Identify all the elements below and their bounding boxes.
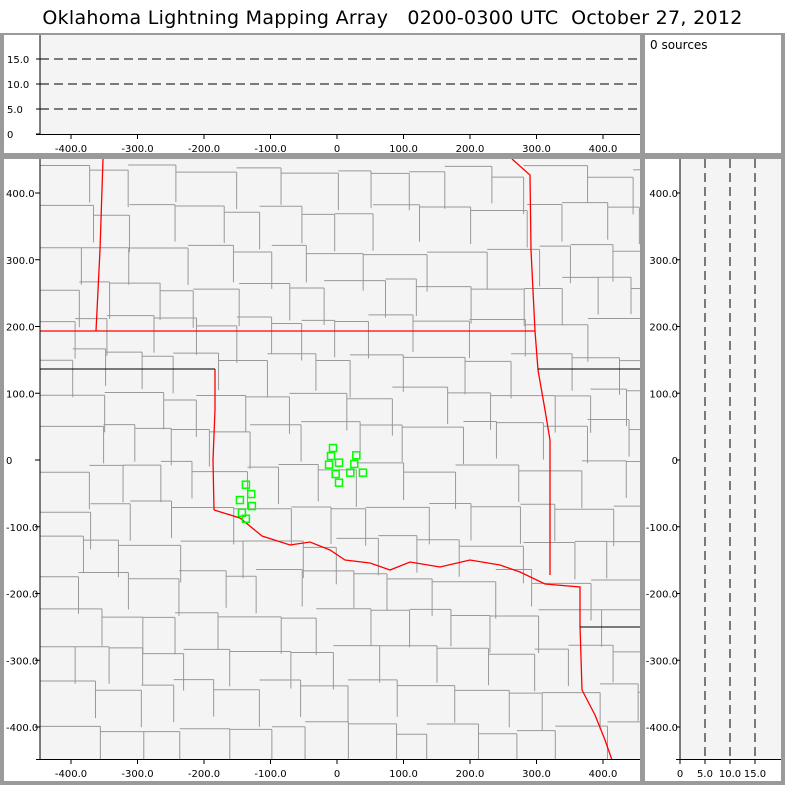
chart-title: Oklahoma Lightning Mapping Array 0200-03… xyxy=(0,0,785,33)
x-tick-label: 5.0 xyxy=(697,769,713,780)
data-point xyxy=(246,489,256,499)
x-tick-label: 0 xyxy=(334,144,340,153)
data-point xyxy=(346,468,355,477)
x-tick-label: -200.0 xyxy=(188,144,220,153)
y-tick-label: 300.0 xyxy=(6,256,35,267)
x-tick-label: -400.0 xyxy=(55,144,87,153)
x-tick-label: 200.0 xyxy=(456,144,485,153)
state-border xyxy=(212,369,216,511)
x-tick-label: -100.0 xyxy=(254,144,286,153)
y-tick-label: 0 xyxy=(7,130,13,141)
data-point xyxy=(331,469,340,479)
data-point xyxy=(326,451,336,461)
x-tick-label: 0 xyxy=(677,769,683,780)
y-tick-label: -300.0 xyxy=(6,656,38,667)
y-tick-label: 100.0 xyxy=(6,389,35,400)
y-tick-label: -100.0 xyxy=(6,523,38,534)
x-tick-label: -300.0 xyxy=(121,769,153,780)
y-tick-label: 0 xyxy=(672,456,678,467)
data-point xyxy=(241,514,251,523)
x-tick-label: 100.0 xyxy=(389,769,418,780)
y-tick-label: 0 xyxy=(6,456,12,467)
x-tick-label: 100.0 xyxy=(389,144,418,153)
plan-view-panel: 400.0 300.0 200.0 100.0 0 -100.0 -200.0 -300.0 -… xyxy=(4,158,640,781)
x-tick-label: -400.0 xyxy=(55,769,87,780)
x-tick-label: -200.0 xyxy=(188,769,220,780)
x-tick-label: 400.0 xyxy=(589,144,618,153)
data-point xyxy=(352,451,361,460)
source-count: 0 sources xyxy=(650,38,708,52)
y-tick-label: -400.0 xyxy=(6,723,38,734)
data-point xyxy=(358,468,368,477)
y-tick-label: 15.0 xyxy=(7,55,29,66)
data-point xyxy=(334,458,344,467)
y-tick-label: -200.0 xyxy=(6,590,38,601)
x-tick-label: 300.0 xyxy=(522,144,551,153)
y-tick-label: 300.0 xyxy=(649,256,678,267)
x-tick-label: 0 xyxy=(334,769,340,780)
x-tick-label: -300.0 xyxy=(121,144,153,153)
data-point xyxy=(350,459,359,469)
y-tick-label: 10.0 xyxy=(7,80,29,91)
x-tick-label: 300.0 xyxy=(522,769,551,780)
x-tick-label: 10.0 xyxy=(719,769,741,780)
y-tick-label: 400.0 xyxy=(6,189,35,200)
data-point xyxy=(334,478,344,487)
x-tick-label: 200.0 xyxy=(456,769,485,780)
data-point xyxy=(328,443,338,453)
state-border xyxy=(511,158,551,575)
x-tick-label: -100.0 xyxy=(254,769,286,780)
y-tick-label: -100.0 xyxy=(646,523,678,534)
data-point xyxy=(247,501,257,511)
y-tick-label: 200.0 xyxy=(649,323,678,334)
data-point xyxy=(235,495,245,505)
y-tick-label: -300.0 xyxy=(646,656,678,667)
source-count-panel xyxy=(645,35,781,153)
y-tick-label: 100.0 xyxy=(649,389,678,400)
x-tick-label: 15.0 xyxy=(744,769,766,780)
x-tick-label: 400.0 xyxy=(589,769,618,780)
y-tick-label: 5.0 xyxy=(7,105,23,116)
state-border xyxy=(95,158,104,332)
y-tick-label: -400.0 xyxy=(646,723,678,734)
north-altitude-panel: 0 5.0 10.0 15.0 400.0 300.0 200.0 100.0 0 -100.0 -… xyxy=(645,159,781,781)
y-tick-label: -200.0 xyxy=(646,590,678,601)
plot-area xyxy=(40,35,640,135)
state-border xyxy=(213,509,613,761)
altitude-east-panel: 0 5.0 10.0 15.0 -400.0 -300.0 -200.0 -100.0 0 100… xyxy=(4,35,640,155)
y-tick-label: 400.0 xyxy=(649,189,678,200)
data-point xyxy=(324,460,334,469)
y-tick-label: 200.0 xyxy=(6,323,35,334)
data-point xyxy=(241,480,251,489)
